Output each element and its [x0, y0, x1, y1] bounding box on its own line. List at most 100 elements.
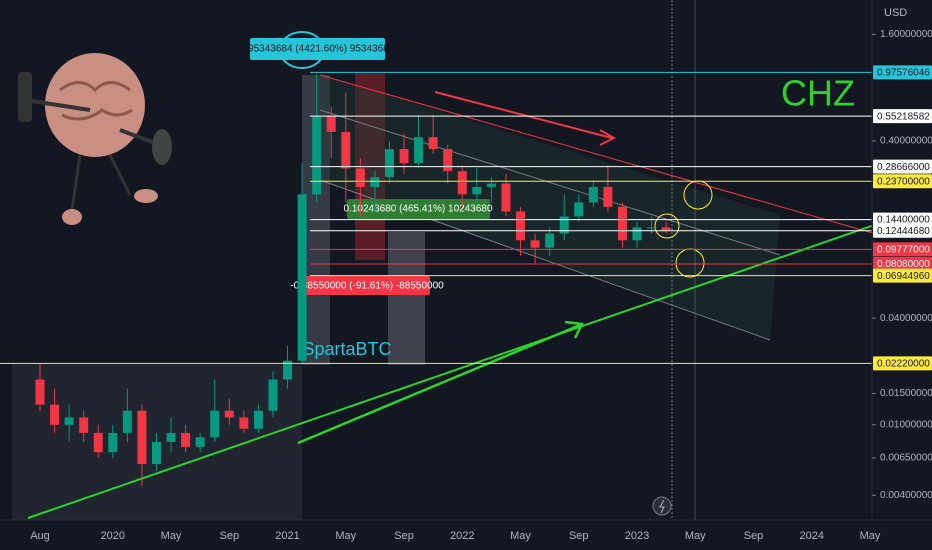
price-tag-label: 0.12444680	[877, 226, 930, 237]
y-tick-label: 1.60000000	[880, 29, 932, 40]
candle-body	[428, 137, 438, 150]
candle-body	[297, 194, 307, 361]
candle-body	[617, 206, 627, 241]
candle-body	[166, 432, 176, 442]
icon[interactable]	[652, 496, 672, 516]
x-tick-label: 2023	[625, 530, 649, 542]
candle-body	[443, 149, 453, 172]
candle-body	[588, 186, 598, 203]
measure-label: 0.10243680 (465.41%) 10243680	[343, 204, 492, 215]
price-tag	[873, 242, 932, 257]
range-box	[388, 232, 425, 365]
highlight	[654, 213, 680, 239]
candle-body	[355, 168, 365, 187]
candle-body	[326, 116, 336, 132]
candle-body	[647, 227, 657, 229]
candle-body	[210, 410, 220, 438]
candle-body	[545, 233, 555, 248]
candle-body	[661, 227, 671, 231]
price-tag-label: 0.55218582	[877, 111, 930, 122]
candle-body	[457, 171, 467, 195]
candle-body	[79, 417, 89, 433]
y-tick-label: 0.04000000	[880, 313, 932, 324]
candle-body	[35, 379, 45, 405]
candle-body	[151, 441, 161, 465]
candle-body	[108, 432, 118, 453]
candle-body	[122, 410, 132, 433]
candle-body	[224, 410, 234, 418]
x-tick-label: May	[685, 530, 706, 542]
price-tag-label: 0.97576046	[877, 68, 930, 79]
price-tag	[873, 212, 932, 227]
candle-body	[137, 410, 147, 465]
x-tick-label: Aug	[30, 530, 50, 542]
price-tag-label: 0.28666000	[877, 162, 930, 173]
price-tag	[873, 109, 932, 124]
x-tick-label: Sep	[569, 530, 589, 542]
x-tick-label: May	[161, 530, 182, 542]
x-tick-label: May	[510, 530, 531, 542]
candle-body	[181, 432, 191, 447]
candle-body	[341, 131, 351, 169]
icon	[659, 499, 665, 514]
candle-body	[195, 437, 205, 447]
y-unit: USD	[884, 7, 907, 19]
measure-box	[305, 276, 430, 295]
x-tick-label: 2024	[800, 530, 824, 542]
y-tick-label: 0.40000000	[880, 136, 932, 147]
price-tag	[873, 356, 932, 371]
candle-body	[268, 379, 278, 411]
candle-body	[93, 432, 103, 453]
candle-body	[384, 149, 394, 178]
candle-body	[50, 404, 60, 425]
arrow	[434, 91, 617, 146]
candle-body	[64, 417, 74, 425]
measure-label: -0.88550000 (-91.61%) -88550000	[290, 281, 444, 292]
candle-body	[501, 183, 511, 212]
measure-label: 0.95343684 (4421.60%) 95343684	[240, 44, 395, 55]
channel-line	[319, 74, 932, 251]
measure-box	[347, 199, 490, 219]
candle-body	[414, 137, 424, 164]
x-tick-label: May	[335, 530, 356, 542]
candle-body	[632, 227, 642, 241]
trend-line	[27, 204, 932, 519]
y-tick-label: 0.00400000	[880, 490, 932, 501]
price-tag	[873, 159, 932, 174]
candle-body	[486, 183, 496, 187]
candle-body	[283, 360, 293, 380]
x-tick-label: May	[860, 530, 881, 542]
candle-body	[530, 240, 540, 248]
x-tick-label: Sep	[394, 530, 414, 542]
x-tick-label: 2020	[101, 530, 125, 542]
symbol-label: CHZ	[781, 73, 855, 114]
price-tag	[873, 174, 932, 189]
price-tag-label: 0.09777000	[877, 245, 930, 256]
author-label: SpartaBTC	[302, 339, 391, 359]
price-tag-label: 0.08080000	[877, 259, 930, 270]
x-tick-label: 2021	[275, 530, 299, 542]
candle-body	[239, 417, 249, 429]
price-tag-label: 0.14400000	[877, 215, 930, 226]
price-tag-label: 0.06944960	[877, 271, 930, 282]
measure-box	[250, 38, 385, 60]
x-tick-label: Sep	[220, 530, 240, 542]
candle-body	[370, 177, 380, 187]
candle-body	[516, 211, 526, 241]
candle-body	[472, 186, 482, 195]
price-tag	[873, 257, 932, 272]
candle-body	[559, 216, 569, 234]
price-tag	[873, 268, 932, 283]
mascot	[18, 53, 172, 225]
price-tag	[873, 223, 932, 238]
candle-body	[399, 149, 409, 164]
price-tag-label: 0.23700000	[877, 176, 930, 187]
x-tick-label: Sep	[744, 530, 764, 542]
y-tick-label: 0.01500000	[880, 388, 932, 399]
candle-body	[574, 202, 584, 217]
y-tick-label: 0.01000000	[880, 419, 932, 430]
price-tag-label: 0.02220000	[877, 359, 930, 370]
candle-body	[312, 116, 322, 195]
